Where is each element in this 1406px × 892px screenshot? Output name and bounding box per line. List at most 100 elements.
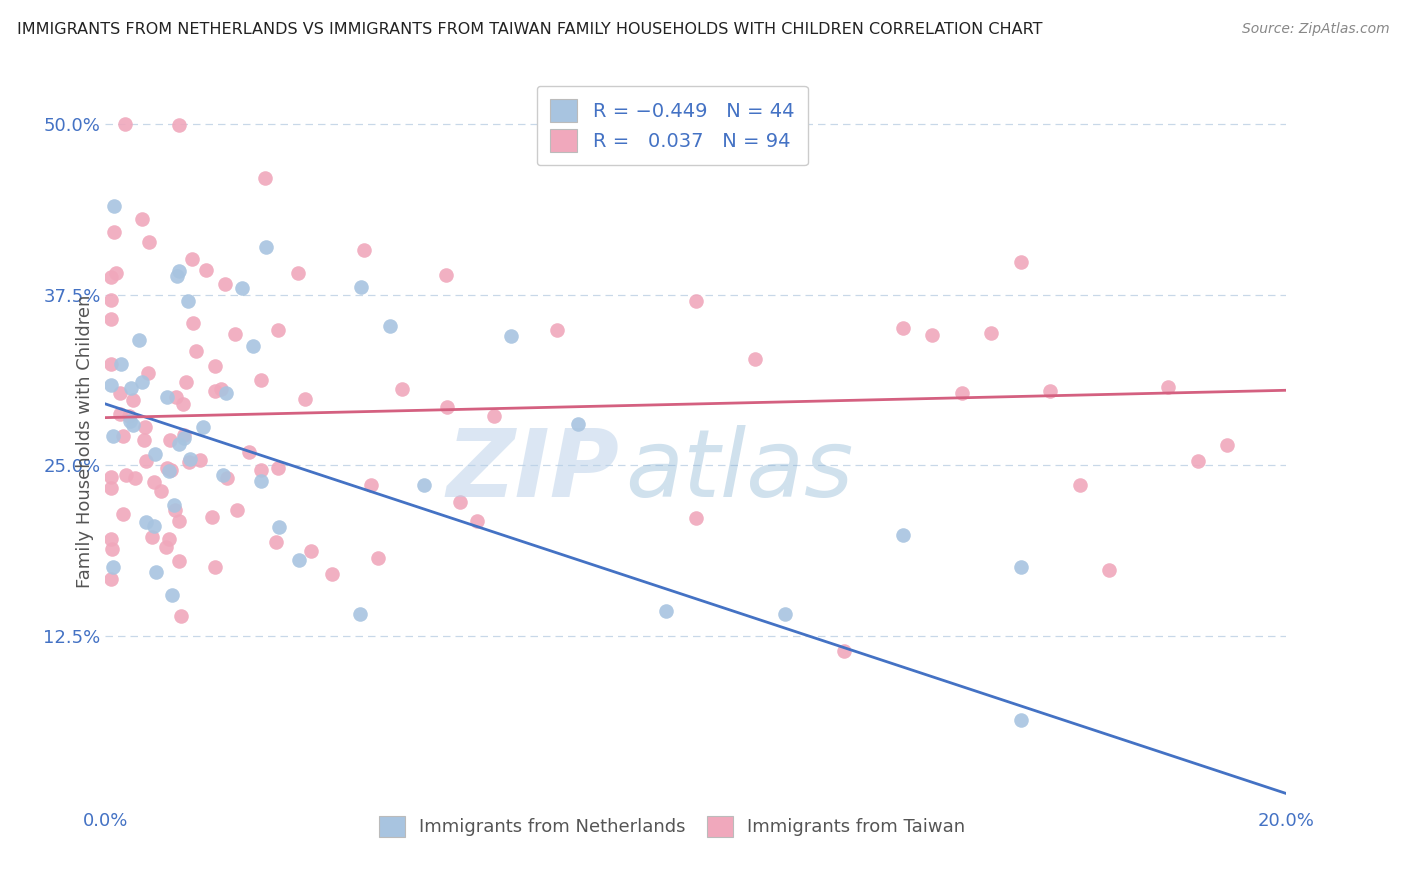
Point — [204, 384, 226, 399]
Point — [101, 559, 124, 574]
Point — [163, 499, 186, 513]
Point — [250, 373, 273, 387]
Point — [294, 392, 316, 406]
Point — [215, 471, 238, 485]
Point — [321, 566, 343, 581]
Point — [482, 409, 505, 424]
Point — [1010, 713, 1032, 727]
Point — [184, 343, 207, 358]
Point — [360, 477, 382, 491]
Point — [212, 467, 235, 482]
Point — [181, 252, 204, 266]
Point — [685, 293, 707, 308]
Point — [100, 377, 122, 392]
Point — [367, 550, 389, 565]
Point — [287, 266, 309, 280]
Point — [120, 381, 142, 395]
Point — [267, 520, 290, 534]
Point — [122, 417, 145, 432]
Point — [891, 321, 914, 335]
Point — [170, 609, 193, 624]
Point — [204, 359, 226, 373]
Point — [108, 407, 131, 421]
Point — [350, 280, 373, 294]
Point — [142, 518, 165, 533]
Point — [104, 266, 127, 280]
Point — [685, 511, 707, 525]
Point — [191, 419, 214, 434]
Point — [145, 566, 167, 580]
Point — [141, 530, 163, 544]
Text: IMMIGRANTS FROM NETHERLANDS VS IMMIGRANTS FROM TAIWAN FAMILY HOUSEHOLDS WITH CHI: IMMIGRANTS FROM NETHERLANDS VS IMMIGRANT… — [17, 22, 1042, 37]
Point — [142, 475, 165, 490]
Point — [167, 437, 190, 451]
Point — [188, 452, 211, 467]
Point — [773, 607, 796, 622]
Point — [242, 339, 264, 353]
Point — [891, 527, 914, 541]
Point — [156, 460, 179, 475]
Point — [288, 553, 311, 567]
Point — [100, 572, 122, 586]
Point — [349, 607, 371, 621]
Point — [162, 588, 184, 602]
Point — [179, 451, 201, 466]
Point — [173, 428, 195, 442]
Point — [156, 390, 179, 404]
Point — [1157, 380, 1180, 394]
Point — [204, 560, 226, 574]
Point — [181, 316, 204, 330]
Point — [157, 464, 180, 478]
Point — [214, 277, 236, 292]
Point — [391, 383, 413, 397]
Point — [159, 463, 181, 477]
Point — [567, 417, 589, 431]
Point — [135, 454, 157, 468]
Point — [353, 243, 375, 257]
Point — [980, 326, 1002, 341]
Point — [201, 509, 224, 524]
Point — [832, 644, 855, 658]
Point — [100, 533, 122, 547]
Point — [159, 433, 181, 447]
Point — [165, 390, 187, 404]
Point — [434, 268, 457, 282]
Point — [111, 507, 134, 521]
Point — [134, 419, 156, 434]
Text: atlas: atlas — [626, 425, 853, 516]
Point — [110, 357, 132, 371]
Point — [136, 367, 159, 381]
Point — [177, 455, 200, 469]
Point — [436, 400, 458, 414]
Point — [100, 470, 122, 484]
Point — [103, 199, 125, 213]
Point — [655, 604, 678, 618]
Point — [465, 514, 488, 528]
Point — [250, 474, 273, 488]
Point — [267, 461, 290, 475]
Point — [124, 471, 146, 485]
Point — [122, 392, 145, 407]
Point — [238, 445, 260, 459]
Point — [100, 269, 122, 284]
Point — [172, 397, 194, 411]
Y-axis label: Family Households with Children: Family Households with Children — [76, 295, 94, 588]
Point — [501, 328, 523, 343]
Legend: Immigrants from Netherlands, Immigrants from Taiwan: Immigrants from Netherlands, Immigrants … — [370, 807, 974, 846]
Point — [744, 351, 766, 366]
Point — [173, 431, 195, 445]
Point — [194, 262, 217, 277]
Point — [231, 281, 253, 295]
Point — [132, 434, 155, 448]
Point — [128, 333, 150, 347]
Point — [155, 540, 177, 554]
Point — [169, 118, 191, 132]
Point — [174, 375, 197, 389]
Point — [111, 429, 134, 443]
Point — [1069, 477, 1091, 491]
Point — [166, 269, 188, 284]
Point — [115, 467, 138, 482]
Point — [950, 386, 973, 401]
Point — [267, 323, 290, 337]
Point — [167, 554, 190, 568]
